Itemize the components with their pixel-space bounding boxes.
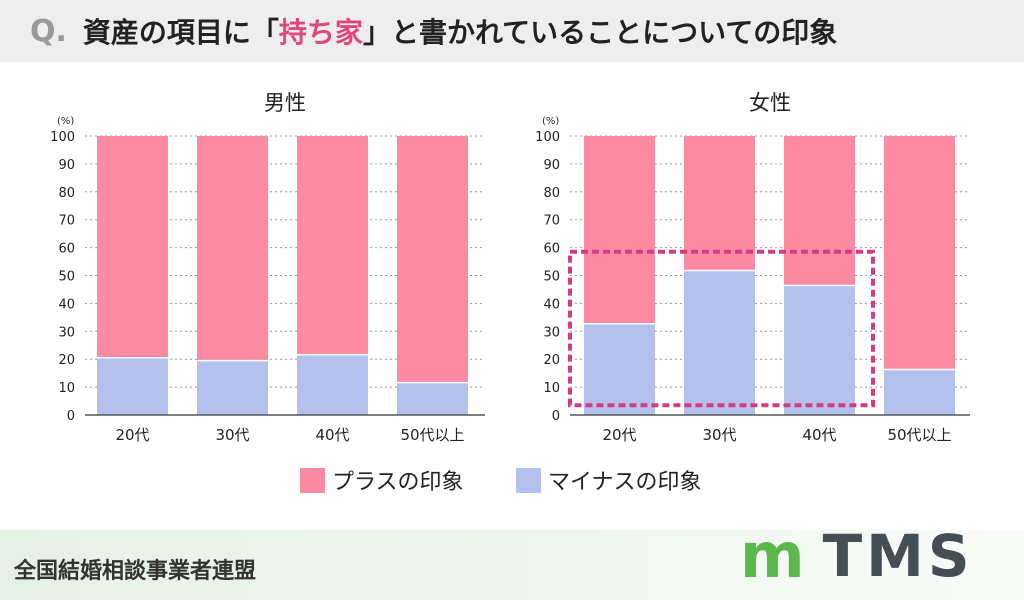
y-tick-label: 50 <box>58 270 75 285</box>
bar-plus <box>297 136 368 355</box>
legend-swatch <box>516 468 541 493</box>
title-bar: Q. 資産の項目に「持ち家」と書かれていることについての印象 <box>0 0 1024 62</box>
y-tick-label: 80 <box>58 186 75 201</box>
org-name: 全国結婚相談事業者連盟 <box>14 559 257 584</box>
chart-title: 女性 <box>749 91 791 115</box>
x-tick-label: 20代 <box>602 426 636 444</box>
y-unit-label: (%) <box>57 116 74 127</box>
legend-label: マイナスの印象 <box>548 470 702 495</box>
x-tick-label: 50代以上 <box>887 426 951 444</box>
y-tick-label: 0 <box>67 409 75 424</box>
x-tick-label: 40代 <box>802 426 836 444</box>
y-tick-label: 60 <box>58 242 75 257</box>
bar-plus <box>684 136 755 271</box>
y-tick-label: 0 <box>552 409 560 424</box>
x-tick-label: 50代以上 <box>400 426 464 444</box>
y-tick-label: 50 <box>543 270 560 285</box>
y-tick-label: 100 <box>50 130 75 145</box>
x-tick-label: 40代 <box>315 426 349 444</box>
bar-plus <box>884 136 955 370</box>
title-highlight: 持ち家 <box>278 16 363 49</box>
tms-logo: m TMS <box>740 525 974 587</box>
y-tick-label: 10 <box>58 381 75 396</box>
bar-minus <box>297 354 368 415</box>
y-tick-label: 30 <box>58 325 75 340</box>
title-post: 」と書かれていることについての印象 <box>362 16 838 49</box>
bar-plus <box>197 136 268 361</box>
bar-minus <box>584 323 655 415</box>
y-tick-label: 40 <box>543 297 560 312</box>
y-tick-label: 70 <box>58 214 75 229</box>
y-tick-label: 100 <box>535 130 560 145</box>
bar-plus <box>397 136 468 383</box>
chart-title: 男性 <box>264 91 306 115</box>
y-tick-label: 30 <box>543 325 560 340</box>
y-tick-label: 20 <box>58 353 75 368</box>
y-tick-label: 90 <box>58 158 75 173</box>
y-unit-label: (%) <box>542 116 559 127</box>
page-title: 資産の項目に「持ち家」と書かれていることについての印象 <box>83 11 837 51</box>
y-tick-label: 10 <box>543 381 560 396</box>
bar-plus <box>784 136 855 286</box>
x-tick-label: 30代 <box>215 426 249 444</box>
bar-minus <box>197 360 268 415</box>
bar-minus <box>397 382 468 415</box>
y-tick-label: 60 <box>543 242 560 257</box>
y-tick-label: 90 <box>543 158 560 173</box>
title-pre: 資産の項目に「 <box>82 16 279 49</box>
logo-text: TMS <box>822 522 974 590</box>
bar-plus <box>584 136 655 324</box>
y-tick-label: 70 <box>543 214 560 229</box>
x-tick-label: 30代 <box>702 426 736 444</box>
legend-swatch <box>300 468 325 493</box>
bar-plus <box>97 136 168 358</box>
x-tick-label: 20代 <box>115 426 149 444</box>
footer <box>0 530 1024 600</box>
q-label: Q. <box>30 13 67 49</box>
highlight-box <box>568 249 875 408</box>
y-tick-label: 40 <box>58 297 75 312</box>
bar-minus <box>97 357 168 415</box>
y-tick-label: 20 <box>543 353 560 368</box>
bar-minus <box>784 285 855 415</box>
legend-label: プラスの印象 <box>332 470 464 495</box>
bar-minus <box>684 270 755 415</box>
logo-mark-icon: m <box>740 519 805 592</box>
y-tick-label: 80 <box>543 186 560 201</box>
bar-minus <box>884 369 955 415</box>
